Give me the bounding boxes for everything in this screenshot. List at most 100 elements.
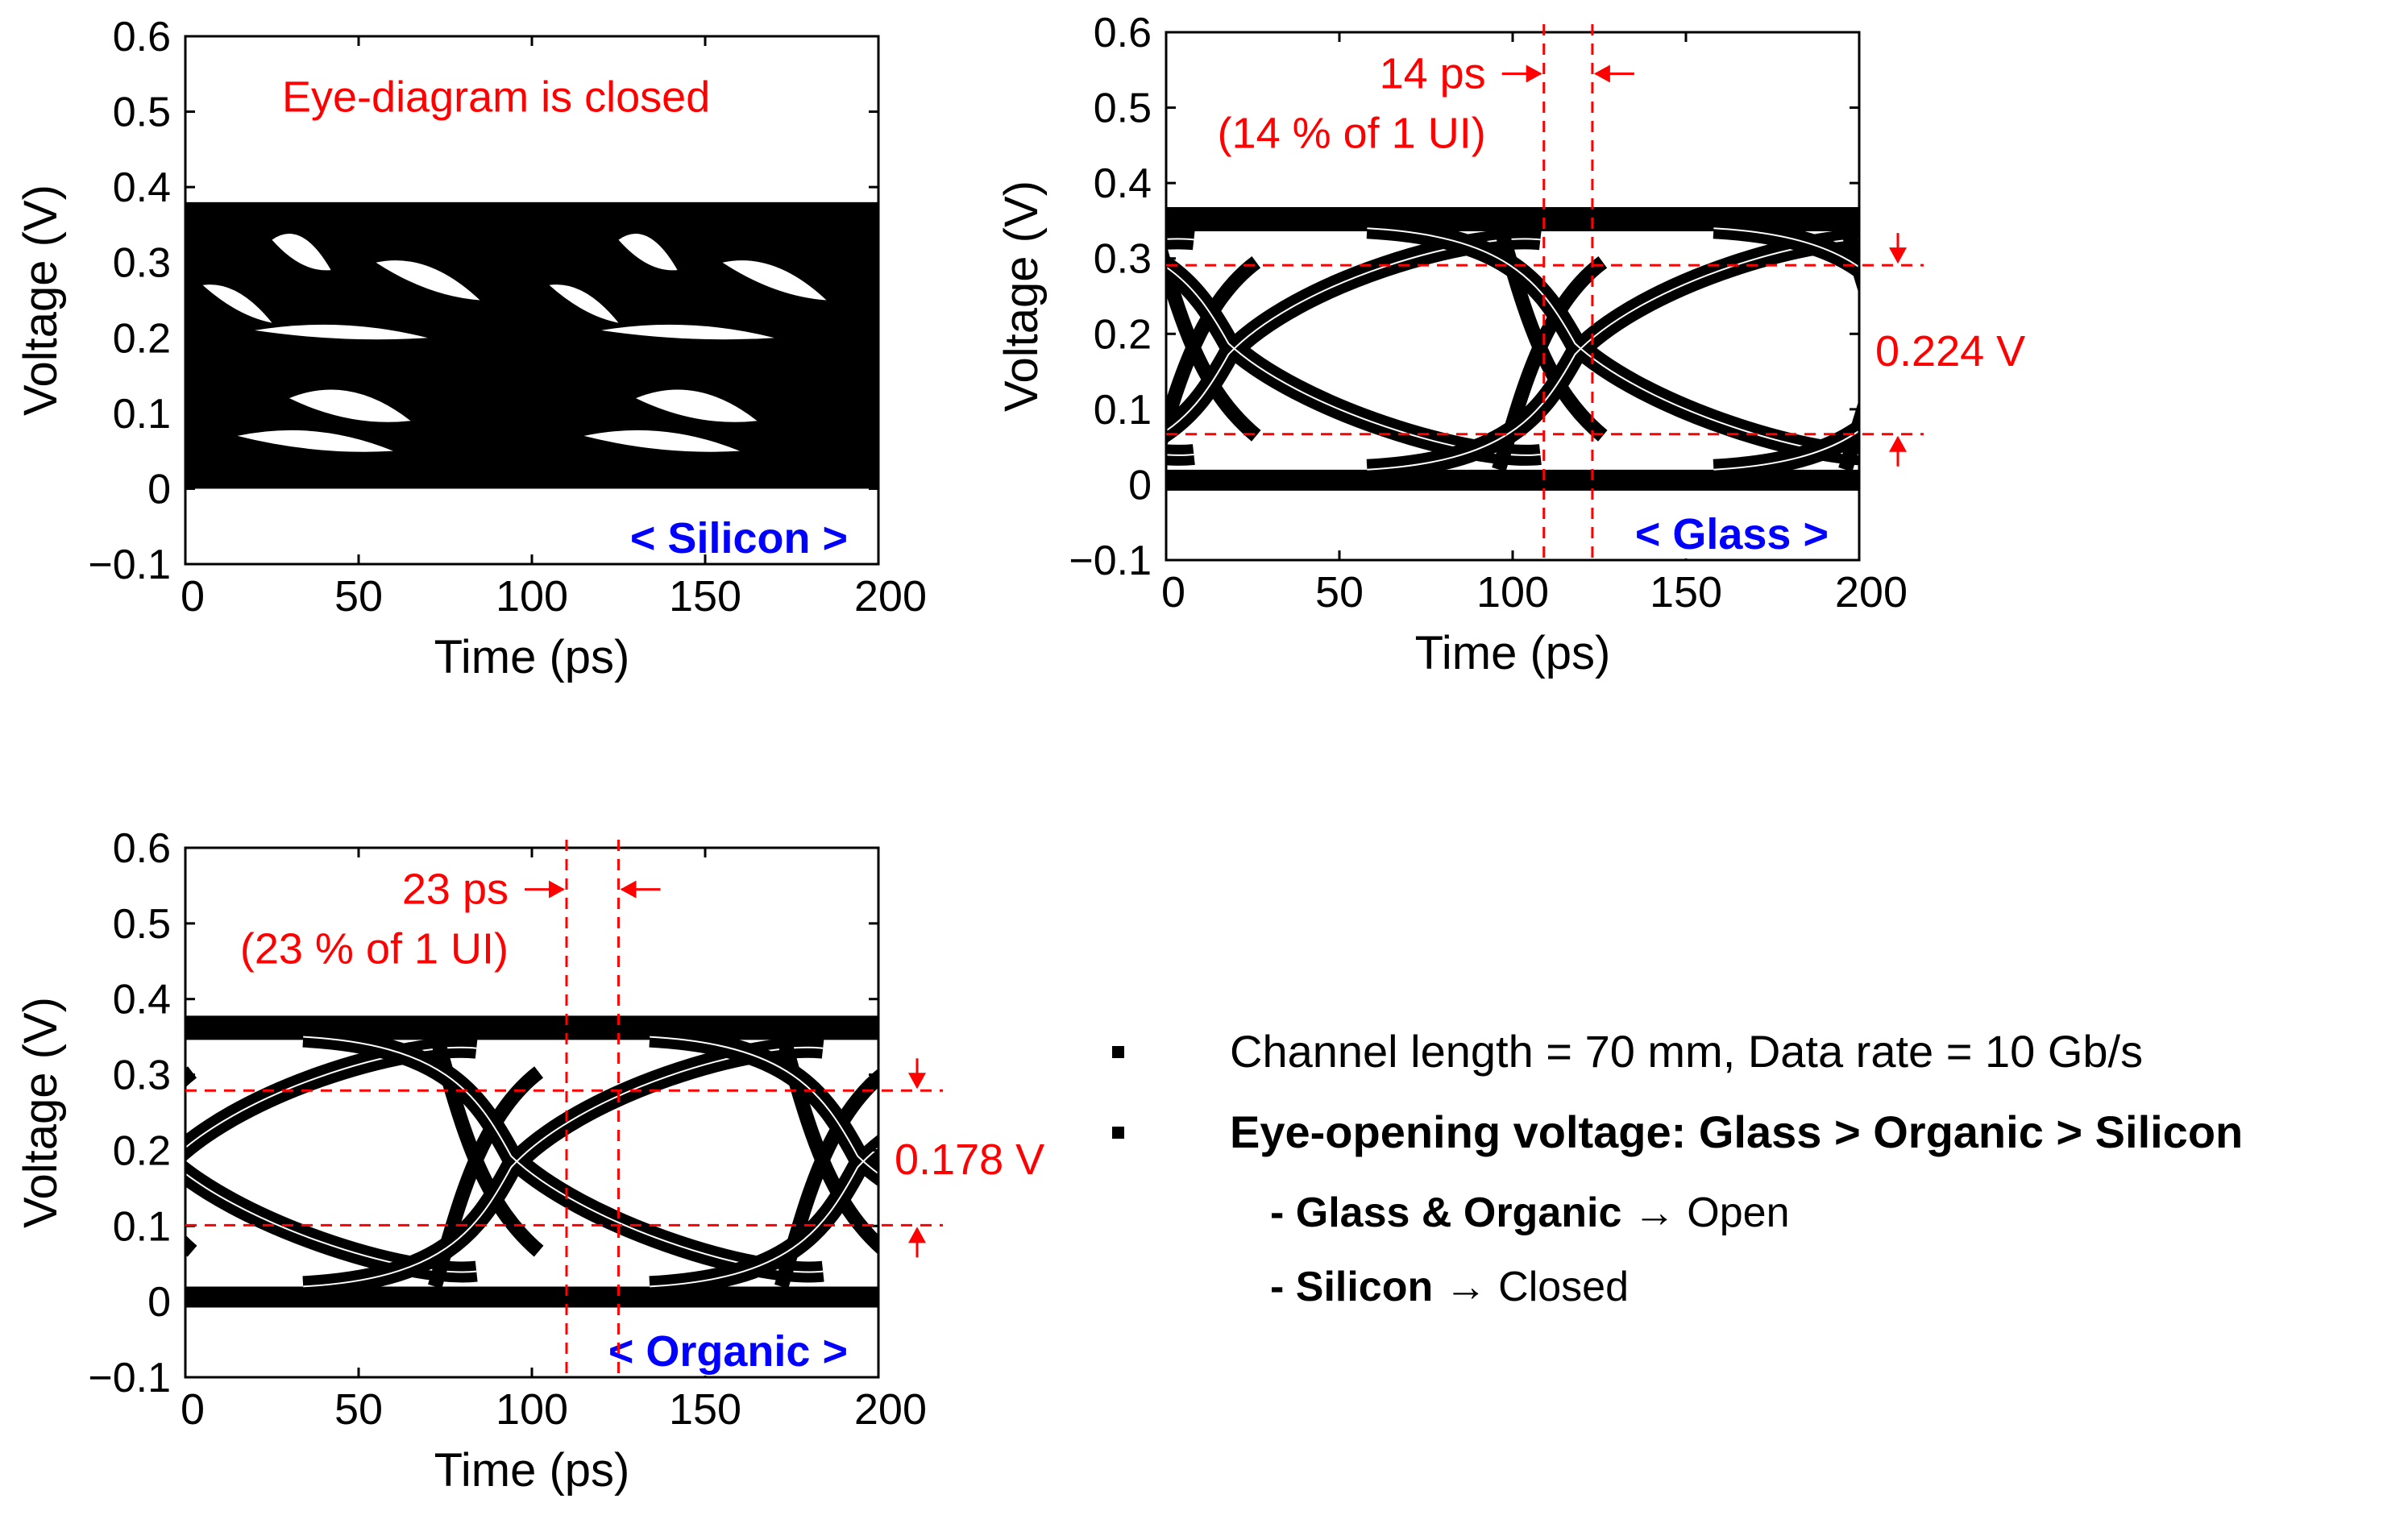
y-axis-label: Voltage (V) <box>995 181 1048 412</box>
x-axis-label: Time (ps) <box>434 1444 630 1497</box>
eye-height-arrowhead <box>908 1227 926 1243</box>
x-tick-label: 100 <box>496 572 568 621</box>
y-tick-label: 0.2 <box>113 1127 171 1174</box>
x-tick-label: 100 <box>1476 568 1549 616</box>
trace-gap <box>1713 430 1859 471</box>
jitter-value: 14 ps <box>1380 49 1486 98</box>
eye-opening-ranking-text: Eye-opening voltage: Glass > Organic > S… <box>1230 1106 2244 1157</box>
x-tick-label: 0 <box>181 572 205 621</box>
y-tick-label: 0.1 <box>113 391 171 438</box>
silicon-eye-traces <box>185 201 878 489</box>
eye-gap <box>583 430 740 452</box>
y-tick-label: 0.3 <box>113 1052 171 1099</box>
sub-item-result: Open <box>1687 1189 1790 1236</box>
silicon-plot: 0 50 100 150 200−0.100.10.20.30.40.50.6Time … <box>15 14 927 683</box>
transition-trace <box>1166 255 1261 449</box>
y-tick-label: 0.4 <box>1094 160 1152 207</box>
trace-gap <box>303 1036 824 1273</box>
jitter-value: 23 ps <box>402 866 509 914</box>
y-tick-label: 0 <box>147 1279 171 1326</box>
x-tick-label: 200 <box>1835 568 1908 616</box>
eye-gap <box>636 389 758 422</box>
y-tick-label: 0.1 <box>1094 387 1152 434</box>
eye-gap <box>549 284 619 323</box>
label-backdrop <box>1630 510 1833 558</box>
eye-height-arrowhead <box>1889 247 1907 264</box>
y-tick-label: −0.1 <box>1069 538 1152 584</box>
jitter-arrowhead <box>620 880 637 899</box>
label-backdrop <box>603 1327 853 1376</box>
y-axis-label: Voltage (V) <box>15 185 67 416</box>
x-tick-label: 200 <box>854 572 927 621</box>
right-arrow-icon: → <box>1444 1264 1487 1310</box>
glass-material-label: < Glass > <box>1635 510 1829 558</box>
eye-gap <box>237 430 393 452</box>
jitter-percent-ui: (14 % of 1 UI) <box>1218 109 1486 157</box>
trace-gap <box>185 1173 477 1273</box>
x-tick-label: 0 <box>1161 568 1185 616</box>
y-tick-label: 0 <box>147 466 171 513</box>
glass-eye-traces <box>1166 207 2296 491</box>
rising-edge-trace <box>185 1036 478 1162</box>
eye-gap <box>202 284 272 323</box>
organic-plot: 0 50 100 150 200−0.100.10.20.30.40.50.6Time … <box>15 825 1044 1497</box>
trace-gap <box>1367 227 1859 456</box>
bullet-item: Channel length = 70 mm, Data rate = 10 G… <box>1112 1023 2402 1104</box>
trace-gap <box>1713 227 1859 268</box>
y-axis-label: Voltage (V) <box>15 997 67 1228</box>
y-tick-label: −0.1 <box>88 1355 171 1401</box>
sub-item-open: - Glass & Organic → Open <box>1270 1185 2402 1259</box>
y-tick-label: 0.6 <box>113 14 171 60</box>
y-tick-label: 0.6 <box>113 825 171 872</box>
bullet-marker <box>1112 1127 1124 1139</box>
right-arrow-icon: → <box>1633 1189 1675 1236</box>
y-tick-label: 0.5 <box>1094 85 1152 132</box>
x-tick-label: 150 <box>1650 568 1722 616</box>
x-tick-label: 50 <box>334 572 383 621</box>
bullet-item: Eye-opening voltage: Glass > Organic > S… <box>1112 1104 2402 1185</box>
x-tick-label: 50 <box>1315 568 1364 616</box>
trace-gap <box>650 1146 878 1288</box>
eye-gap <box>376 260 480 301</box>
y-tick-label: 0.6 <box>1094 10 1152 56</box>
notes-panel: Channel length = 70 mm, Data rate = 10 G… <box>1112 1023 2402 1333</box>
trace-gap <box>650 1036 878 1175</box>
y-tick-label: 0.5 <box>113 901 171 948</box>
transition-trace <box>185 1066 197 1088</box>
eye-height-arrowhead <box>908 1073 926 1090</box>
eye-gap <box>722 260 827 301</box>
y-tick-label: 0.4 <box>113 977 171 1023</box>
falling-edge-trace <box>302 1026 824 1283</box>
trace-gap <box>185 1046 477 1149</box>
jitter-percent-ui: (23 % of 1 UI) <box>240 925 509 973</box>
y-tick-label: 0.5 <box>113 89 171 136</box>
y-tick-label: 0.4 <box>113 164 171 211</box>
eye-height-value: 0.178 V <box>895 1135 1044 1184</box>
channel-spec-text: Channel length = 70 mm, Data rate = 10 G… <box>1230 1026 2144 1077</box>
jitter-arrowhead <box>1593 64 1610 83</box>
y-tick-label: 0.3 <box>1094 236 1152 283</box>
eye-gap <box>618 234 678 271</box>
sub-item-closed: - Silicon → Closed <box>1270 1259 2402 1333</box>
y-tick-label: 0 <box>1128 462 1152 509</box>
eye-height-value: 0.224 V <box>1875 327 2025 376</box>
y-tick-label: −0.1 <box>88 542 171 588</box>
x-tick-label: 0 <box>181 1385 205 1434</box>
x-tick-label: 150 <box>669 572 741 621</box>
transition-trace <box>2192 221 2296 436</box>
x-axis-label: Time (ps) <box>1415 627 1611 679</box>
y-tick-label: 0.2 <box>1094 311 1152 358</box>
x-tick-label: 50 <box>334 1385 383 1434</box>
y-tick-label: 0.1 <box>113 1203 171 1250</box>
organic-material-label: < Organic > <box>608 1327 848 1376</box>
jitter-arrowhead <box>1526 64 1542 83</box>
glass-plot: 0 50 100 150 200−0.100.10.20.30.40.50.6Time … <box>995 10 2296 679</box>
transition-trace <box>2192 262 2296 470</box>
eye-closed-annotation: Eye-diagram is closed <box>282 73 710 122</box>
x-tick-label: 200 <box>854 1385 927 1434</box>
x-tick-label: 150 <box>669 1385 741 1434</box>
eye-gap <box>601 324 774 340</box>
sub-item-label: - Glass & Organic <box>1270 1189 1622 1236</box>
bullet-marker <box>1112 1046 1124 1058</box>
